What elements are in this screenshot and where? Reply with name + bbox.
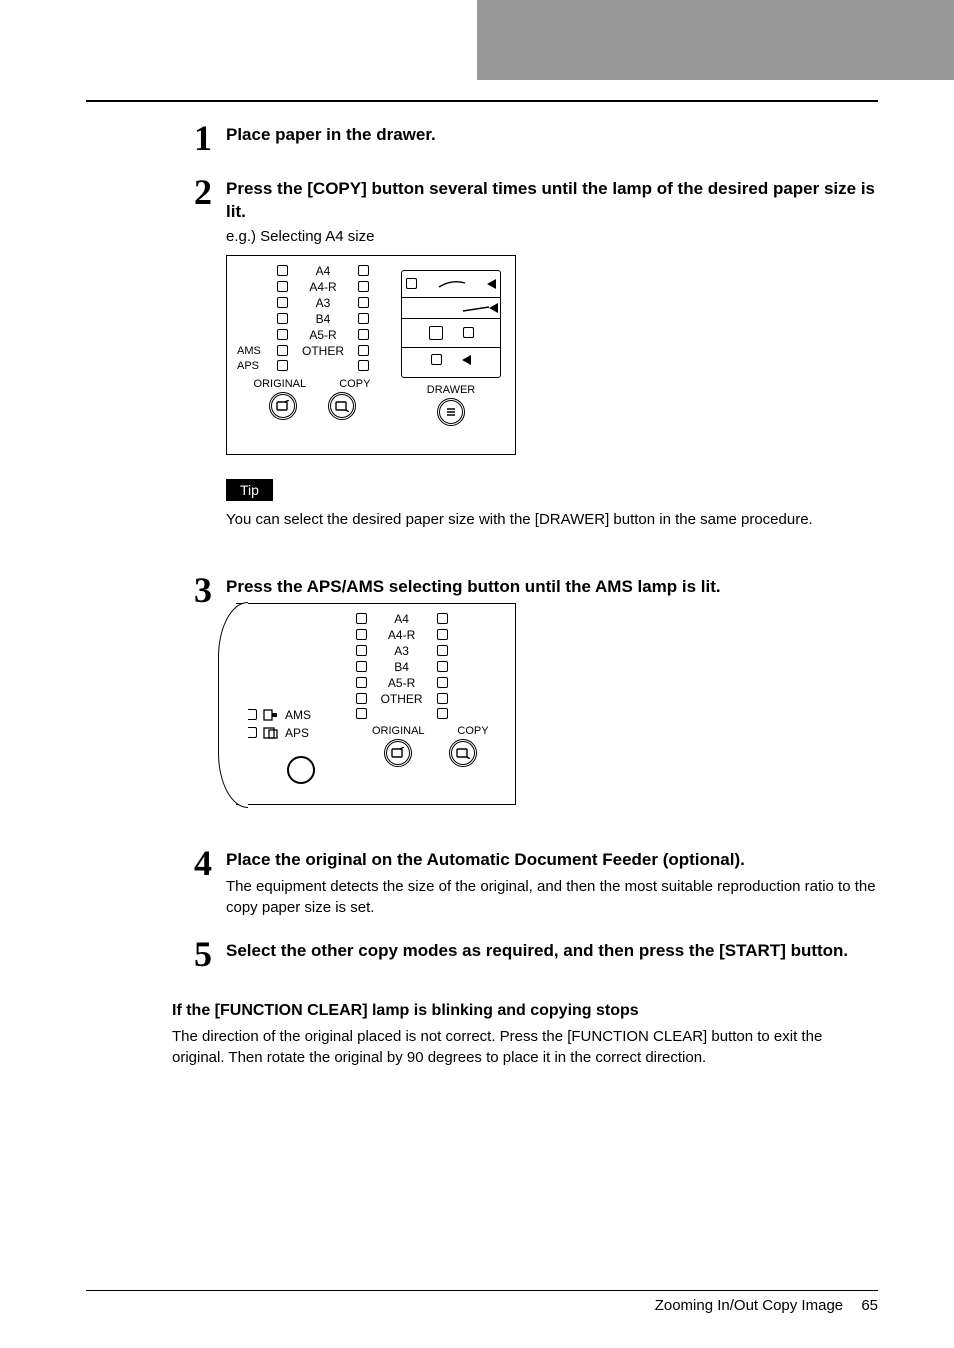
main-content: 1 Place paper in the drawer. 2 Press the… <box>86 100 878 1068</box>
step-title: Place paper in the drawer. <box>226 124 878 147</box>
ams-label: AMS <box>285 708 311 722</box>
drawer-label: DRAWER <box>401 384 501 396</box>
size-label: A4-R <box>298 280 348 294</box>
copy-button-icon <box>328 392 356 420</box>
size-label: B4 <box>377 660 427 674</box>
drawer-stack-icon <box>401 270 501 378</box>
original-label: ORIGINAL <box>372 725 425 737</box>
control-panel-diagram-2: AMS APS A4 A4-R A3 B4 A5-R OTHER <box>236 603 516 805</box>
aps-mode-icon <box>263 727 279 739</box>
size-label: A4 <box>298 264 348 278</box>
step-4: 4 Place the original on the Automatic Do… <box>86 845 878 918</box>
step-2: 2 Press the [COPY] button several times … <box>86 174 878 554</box>
page-number: 65 <box>861 1297 878 1314</box>
ams-label: AMS <box>237 345 267 357</box>
original-button-icon <box>269 392 297 420</box>
tip-text: You can select the desired paper size wi… <box>226 509 878 530</box>
step-subtext: e.g.) Selecting A4 size <box>226 228 878 245</box>
size-label: A4 <box>377 612 427 626</box>
step-number: 1 <box>186 120 226 156</box>
copy-button-icon <box>449 739 477 767</box>
step-number: 2 <box>186 174 226 210</box>
step-1: 1 Place paper in the drawer. <box>86 120 878 156</box>
footer-divider <box>86 1290 878 1291</box>
panel-curve-icon <box>218 602 248 808</box>
original-button-icon <box>384 739 412 767</box>
mode-select-button-icon <box>287 756 315 784</box>
size-label: OTHER <box>298 344 348 358</box>
control-panel-diagram-1: A4 A4-R A3 B4 A5-R AMS OTHER APS ORIGINAL <box>226 255 516 455</box>
troubleshooting-text: The direction of the original placed is … <box>172 1026 878 1068</box>
size-label: OTHER <box>377 692 427 706</box>
aps-label: APS <box>285 726 309 740</box>
drawer-button-icon <box>437 398 465 426</box>
troubleshooting-title: If the [FUNCTION CLEAR] lamp is blinking… <box>172 1002 878 1020</box>
step-description: The equipment detects the size of the or… <box>226 876 878 918</box>
size-label: A5-R <box>298 328 348 342</box>
step-5: 5 Select the other copy modes as require… <box>86 936 878 972</box>
size-label: A3 <box>298 296 348 310</box>
size-label: A3 <box>377 644 427 658</box>
size-label: B4 <box>298 312 348 326</box>
size-label: A4-R <box>377 628 427 642</box>
troubleshooting-section: If the [FUNCTION CLEAR] lamp is blinking… <box>172 1002 878 1068</box>
step-title: Press the [COPY] button several times un… <box>226 178 878 224</box>
page-header-gray <box>477 0 954 80</box>
step-title: Place the original on the Automatic Docu… <box>226 849 878 872</box>
ams-mode-icon <box>263 709 279 721</box>
copy-label: COPY <box>457 725 488 737</box>
tip-badge: Tip <box>226 479 273 501</box>
step-number: 3 <box>186 572 226 608</box>
copy-label: COPY <box>339 378 370 390</box>
footer-label: Zooming In/Out Copy Image <box>655 1297 843 1314</box>
divider-top <box>86 100 878 102</box>
step-title: Select the other copy modes as required,… <box>226 940 878 963</box>
size-label: A5-R <box>377 676 427 690</box>
original-label: ORIGINAL <box>254 378 307 390</box>
step-title: Press the APS/AMS selecting button until… <box>226 576 878 599</box>
step-number: 4 <box>186 845 226 881</box>
step-number: 5 <box>186 936 226 972</box>
page-footer: Zooming In/Out Copy Image 65 <box>86 1290 878 1314</box>
step-3: 3 Press the APS/AMS selecting button unt… <box>86 572 878 805</box>
aps-label: APS <box>237 360 267 372</box>
